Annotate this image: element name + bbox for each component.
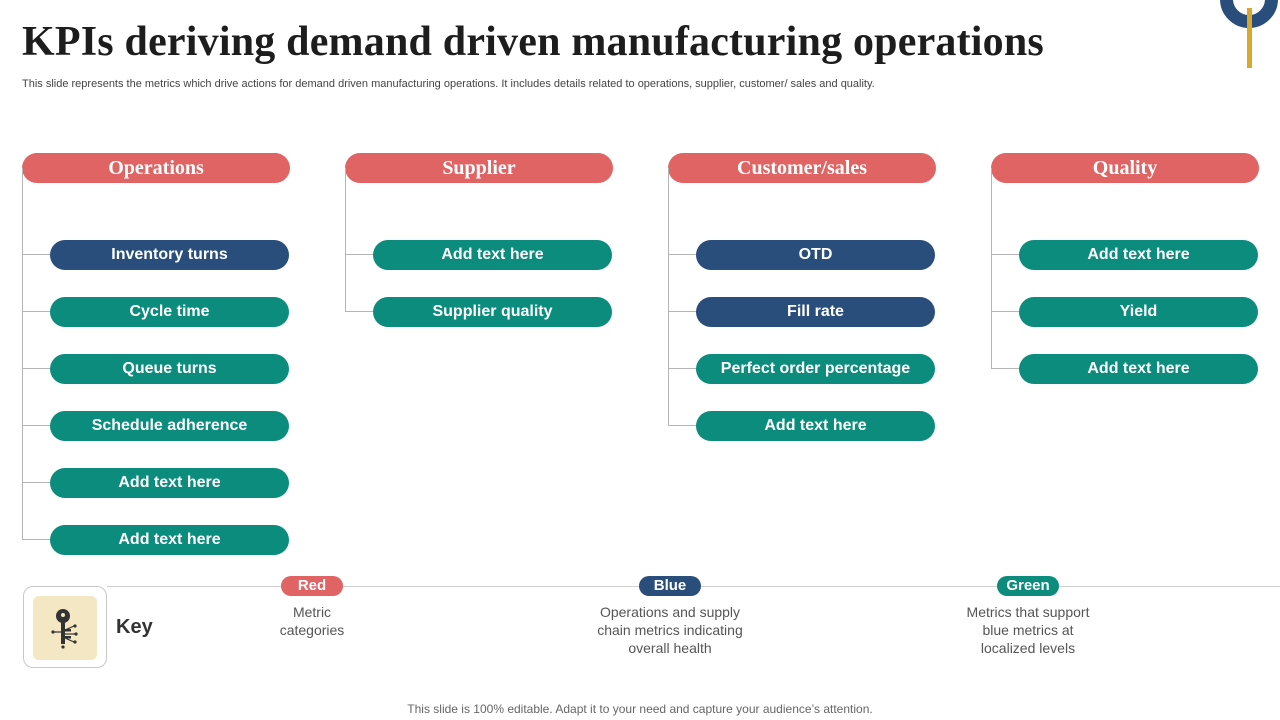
- column-operations: Operations Inventory turns Cycle time Qu…: [22, 153, 290, 555]
- key-icon: [33, 596, 97, 660]
- legend-description: Metric categories: [279, 604, 345, 638]
- legend-description: Metrics that support blue metrics at loc…: [966, 604, 1090, 656]
- metric-pill: Perfect order percentage: [668, 354, 935, 384]
- key-icon-box: [23, 586, 107, 668]
- connector-line: [991, 168, 992, 369]
- metric-pill: Fill rate: [668, 297, 935, 327]
- metric-pill: Add text here: [668, 411, 935, 441]
- metric-pill: Add text here: [345, 240, 612, 270]
- legend-green: Green Metrics that support blue metrics …: [938, 576, 1118, 657]
- connector-line: [22, 168, 23, 540]
- legend-pill: Blue: [639, 576, 701, 596]
- key-label: Key: [116, 616, 153, 638]
- metric-pill: Add text here: [22, 525, 289, 555]
- metric-pill: Add text here: [991, 354, 1258, 384]
- legend-pill: Red: [281, 576, 343, 596]
- legend-description: Operations and supply chain metrics indi…: [597, 604, 743, 656]
- metric-pill: OTD: [668, 240, 935, 270]
- column-header: Supplier: [345, 153, 613, 183]
- footer-note: This slide is 100% editable. Adapt it to…: [407, 702, 873, 716]
- legend-red: Red Metric categories: [222, 576, 402, 639]
- column-quality: Quality Add text here Yield Add text her…: [991, 153, 1259, 384]
- metric-pill: Supplier quality: [345, 297, 612, 327]
- metric-pill: Schedule adherence: [22, 411, 289, 441]
- metric-pill: Add text here: [22, 468, 289, 498]
- column-header: Operations: [22, 153, 290, 183]
- column-supplier: Supplier Add text here Supplier quality: [345, 153, 613, 327]
- metric-pill: Cycle time: [22, 297, 289, 327]
- connector-line: [345, 168, 346, 312]
- metric-pill: Inventory turns: [22, 240, 289, 270]
- column-header: Customer/sales: [668, 153, 936, 183]
- connector-line: [668, 168, 669, 426]
- page-title: KPIs deriving demand driven manufacturin…: [22, 19, 1044, 65]
- page-subtitle: This slide represents the metrics which …: [22, 78, 875, 90]
- metric-pill: Add text here: [991, 240, 1258, 270]
- metric-pill: Yield: [991, 297, 1258, 327]
- column-customer-sales: Customer/sales OTD Fill rate Perfect ord…: [668, 153, 936, 441]
- legend-blue: Blue Operations and supply chain metrics…: [580, 576, 760, 657]
- decorative-bar: [1247, 8, 1252, 68]
- column-header: Quality: [991, 153, 1259, 183]
- legend-pill: Green: [997, 576, 1059, 596]
- metric-pill: Queue turns: [22, 354, 289, 384]
